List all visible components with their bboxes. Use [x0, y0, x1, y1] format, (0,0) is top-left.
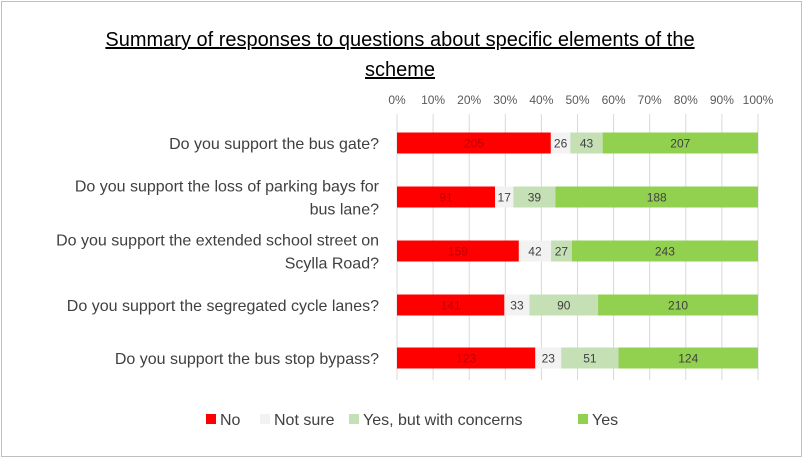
x-tick-label: 70%	[638, 93, 662, 107]
bars: 205 26 43 207 91 17 39 188 159 42 27 243 141 33 90 210 1…	[397, 132, 758, 369]
legend: No Not sure Yes, but with concerns Yes	[206, 412, 618, 429]
x-tick-label: 0%	[388, 93, 406, 107]
data-label: 42	[528, 245, 542, 259]
data-label: 188	[647, 191, 667, 205]
data-label: 210	[668, 299, 688, 313]
x-tick-label: 20%	[457, 93, 481, 107]
legend-swatch	[349, 414, 359, 424]
x-tick-label: 60%	[602, 93, 626, 107]
bar-segment	[571, 240, 758, 262]
bar-segment	[397, 240, 519, 262]
bar-segment	[397, 347, 536, 369]
data-label: 17	[498, 191, 512, 205]
bar-segment	[518, 240, 552, 262]
category-label: Do you support the segregated cycle lane…	[67, 298, 379, 315]
x-tick-label: 40%	[529, 93, 553, 107]
category-label: Scylla Road?	[285, 256, 379, 273]
data-label: 123	[456, 352, 476, 366]
bar-segment	[495, 186, 514, 208]
legend-label: Yes, but with concerns	[363, 412, 523, 429]
x-tick-label: 80%	[674, 93, 698, 107]
data-label: 205	[464, 137, 484, 151]
x-tick-label: 10%	[421, 93, 445, 107]
bar-segment	[555, 186, 758, 208]
category-labels: Do you support the bus gate? Do you suppo…	[56, 136, 380, 368]
bar-segment	[529, 294, 599, 316]
bar-segment	[535, 347, 562, 369]
x-tick-label: 90%	[710, 93, 734, 107]
legend-label: No	[220, 412, 241, 429]
bar-segment	[618, 347, 758, 369]
bar-segment	[397, 132, 551, 154]
data-label: 23	[542, 352, 556, 366]
bar-segment	[397, 294, 505, 316]
category-label: bus lane?	[310, 202, 379, 219]
data-label: 27	[555, 245, 569, 259]
data-label: 26	[554, 137, 568, 151]
legend-swatch	[260, 414, 270, 424]
bar-segment	[397, 186, 496, 208]
data-label: 39	[528, 191, 542, 205]
data-label: 90	[557, 299, 571, 313]
bar-segment	[561, 347, 619, 369]
legend-label: Yes	[592, 412, 618, 429]
x-tick-label: 30%	[493, 93, 517, 107]
x-tick-label: 50%	[565, 93, 589, 107]
bar-segment	[602, 132, 758, 154]
data-label: 207	[670, 137, 690, 151]
bar-segment	[504, 294, 530, 316]
bar-segment	[550, 132, 571, 154]
data-label: 91	[439, 191, 453, 205]
bar-segment	[551, 240, 572, 262]
data-label: 243	[655, 245, 675, 259]
data-label: 43	[580, 137, 594, 151]
bar-segment	[513, 186, 556, 208]
data-label: 159	[448, 245, 468, 259]
legend-swatch	[578, 414, 588, 424]
data-label: 33	[510, 299, 524, 313]
x-axis-ticks: 0% 10% 20% 30% 40% 50% 60% 70% 80% 90% 100%	[388, 93, 773, 107]
legend-label: Not sure	[274, 412, 335, 429]
bar-segment	[570, 132, 603, 154]
legend-swatch	[206, 414, 216, 424]
chart-title: Summary of responses to questions about …	[105, 29, 695, 81]
category-label: Do you support the bus gate?	[169, 136, 379, 153]
x-tick-label: 100%	[743, 93, 774, 107]
data-label: 124	[678, 352, 698, 366]
bar-segment	[598, 294, 758, 316]
category-label: Do you support the extended school stree…	[56, 233, 379, 250]
data-label: 141	[441, 299, 461, 313]
category-label: Do you support the loss of parking bays …	[75, 179, 380, 196]
data-label: 51	[583, 352, 597, 366]
category-label: Do you support the bus stop bypass?	[115, 351, 379, 368]
